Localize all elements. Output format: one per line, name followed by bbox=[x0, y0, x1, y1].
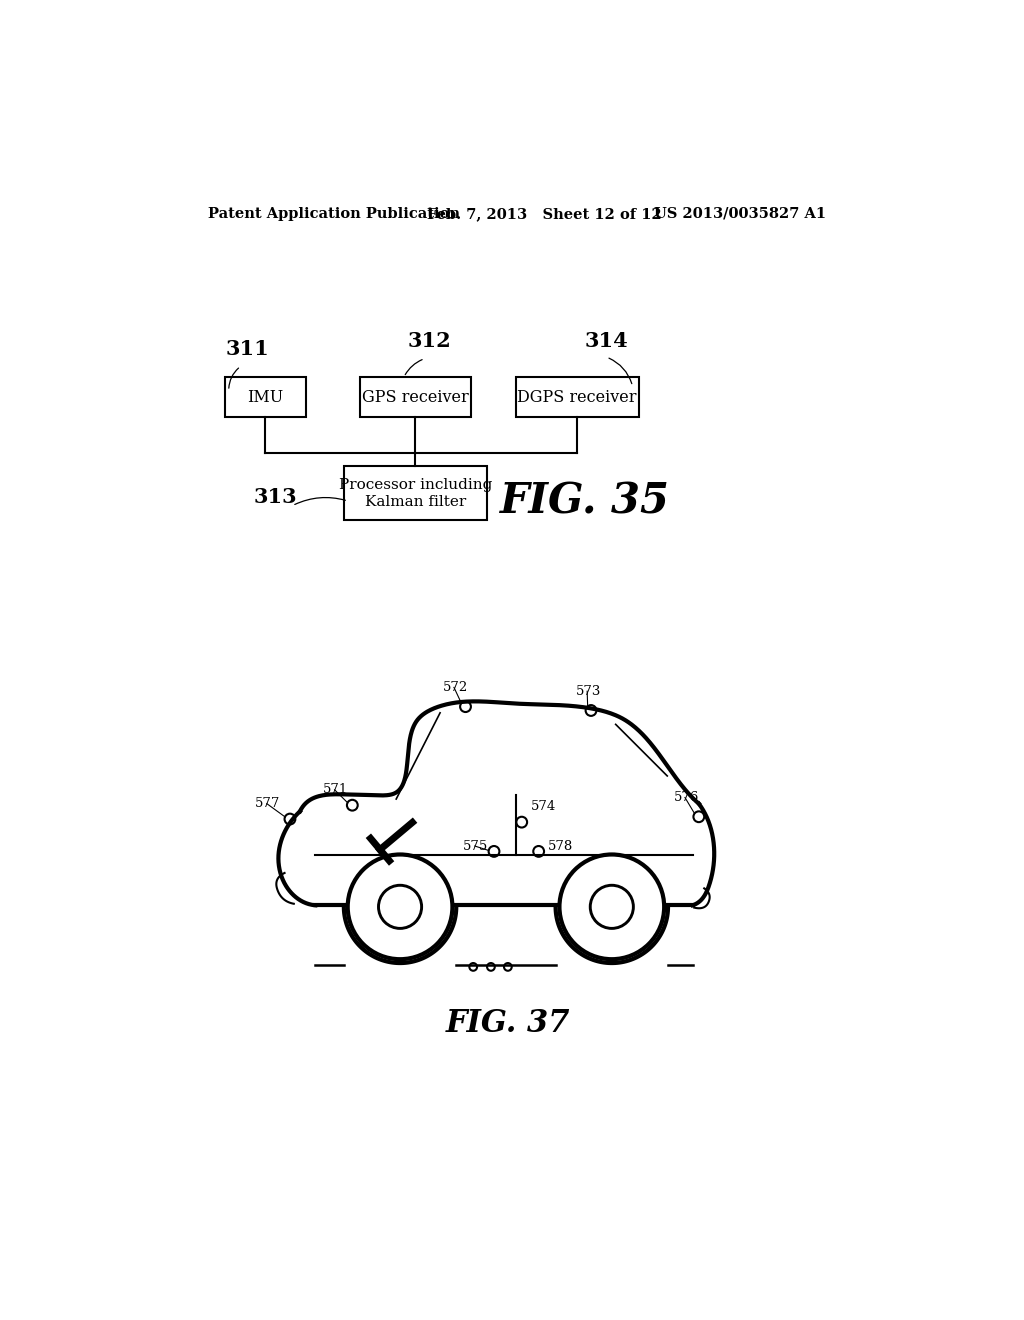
Text: 311: 311 bbox=[225, 339, 269, 359]
Text: FIG. 37: FIG. 37 bbox=[445, 1007, 570, 1039]
Text: 314: 314 bbox=[585, 331, 629, 351]
Text: FIG. 35: FIG. 35 bbox=[500, 480, 670, 521]
Text: 571: 571 bbox=[323, 783, 348, 796]
Bar bbox=[225, 378, 306, 417]
Bar bbox=[344, 466, 486, 520]
Text: 574: 574 bbox=[531, 800, 556, 813]
Text: 313: 313 bbox=[254, 487, 297, 507]
Bar bbox=[359, 378, 471, 417]
Text: US 2013/0035827 A1: US 2013/0035827 A1 bbox=[654, 207, 826, 220]
Text: DGPS receiver: DGPS receiver bbox=[517, 388, 637, 405]
Text: Feb. 7, 2013   Sheet 12 of 12: Feb. 7, 2013 Sheet 12 of 12 bbox=[427, 207, 662, 220]
Text: 576: 576 bbox=[674, 791, 698, 804]
Text: 575: 575 bbox=[463, 840, 488, 853]
Text: IMU: IMU bbox=[247, 388, 284, 405]
Text: 578: 578 bbox=[548, 840, 573, 853]
Bar bbox=[515, 378, 639, 417]
Text: GPS receiver: GPS receiver bbox=[362, 388, 469, 405]
Text: 573: 573 bbox=[575, 685, 601, 698]
Text: 572: 572 bbox=[442, 681, 468, 694]
Text: Patent Application Publication: Patent Application Publication bbox=[208, 207, 460, 220]
Text: 577: 577 bbox=[255, 797, 281, 810]
Text: 312: 312 bbox=[408, 331, 452, 351]
Text: Processor including
Kalman filter: Processor including Kalman filter bbox=[339, 478, 493, 510]
